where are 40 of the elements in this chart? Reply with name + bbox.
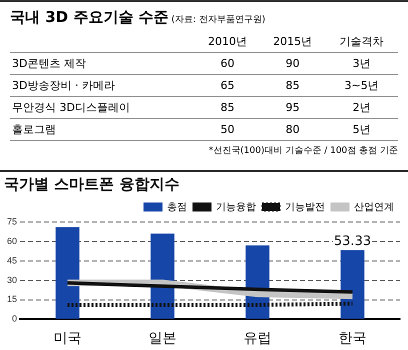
y-tick-label: 60 [6,236,18,246]
data-label: 90 [284,56,301,72]
x-tick-label: 한국 [338,329,366,346]
data-label: 53.33 [334,234,372,249]
bar [56,227,80,319]
data-label: 80 [284,122,301,138]
data-label: 85 [219,100,236,116]
chart-title: 국가별 스마트폰 융합지수 [4,174,180,193]
text: 2015년 [272,34,314,50]
x-tick-label: 일본 [148,329,177,346]
category-label: 3D방송장비 · 카메라 [11,78,116,94]
data-label: 50 [219,122,236,138]
text: 2010년 [206,34,248,50]
category-label: 3D콘텐츠 제작 [11,56,87,72]
y-tick-label: 15 [6,294,18,304]
data-label: 3년 [352,56,372,72]
data-label: 5년 [352,122,372,138]
category-label: 홀로그램 [11,122,57,138]
y-tick-label: 45 [6,255,18,266]
data-label: 60 [219,56,236,72]
y-tick-label: 30 [6,274,18,285]
data-label: 85 [284,78,301,94]
data-label: 95 [284,100,301,116]
data-label: 2년 [352,100,372,116]
legend-label: 기능발전 [285,202,325,213]
y-tick-label: 75 [6,216,18,226]
legend-label: 기능융합 [216,202,256,213]
text: *선진국(100)대비 기술수준 / 100점 총점 기준 [208,145,398,157]
data-label: 3~5년 [344,78,380,94]
text: 국내 3D 주요기술 수준 [10,8,169,26]
text: (자료: 전자부품연구원) [170,15,266,25]
x-tick-label: 미국 [54,329,82,346]
data-label: 65 [219,78,236,94]
category-label: 무안경식 3D디스플레이 [11,100,131,116]
legend-label: 산업연계 [354,202,394,213]
text: 기술격차 [338,34,385,50]
y-tick-label: 0 [12,314,18,324]
legend-label: 총점 [167,202,187,213]
bar [340,250,364,319]
x-tick-label: 유럽 [244,329,272,346]
